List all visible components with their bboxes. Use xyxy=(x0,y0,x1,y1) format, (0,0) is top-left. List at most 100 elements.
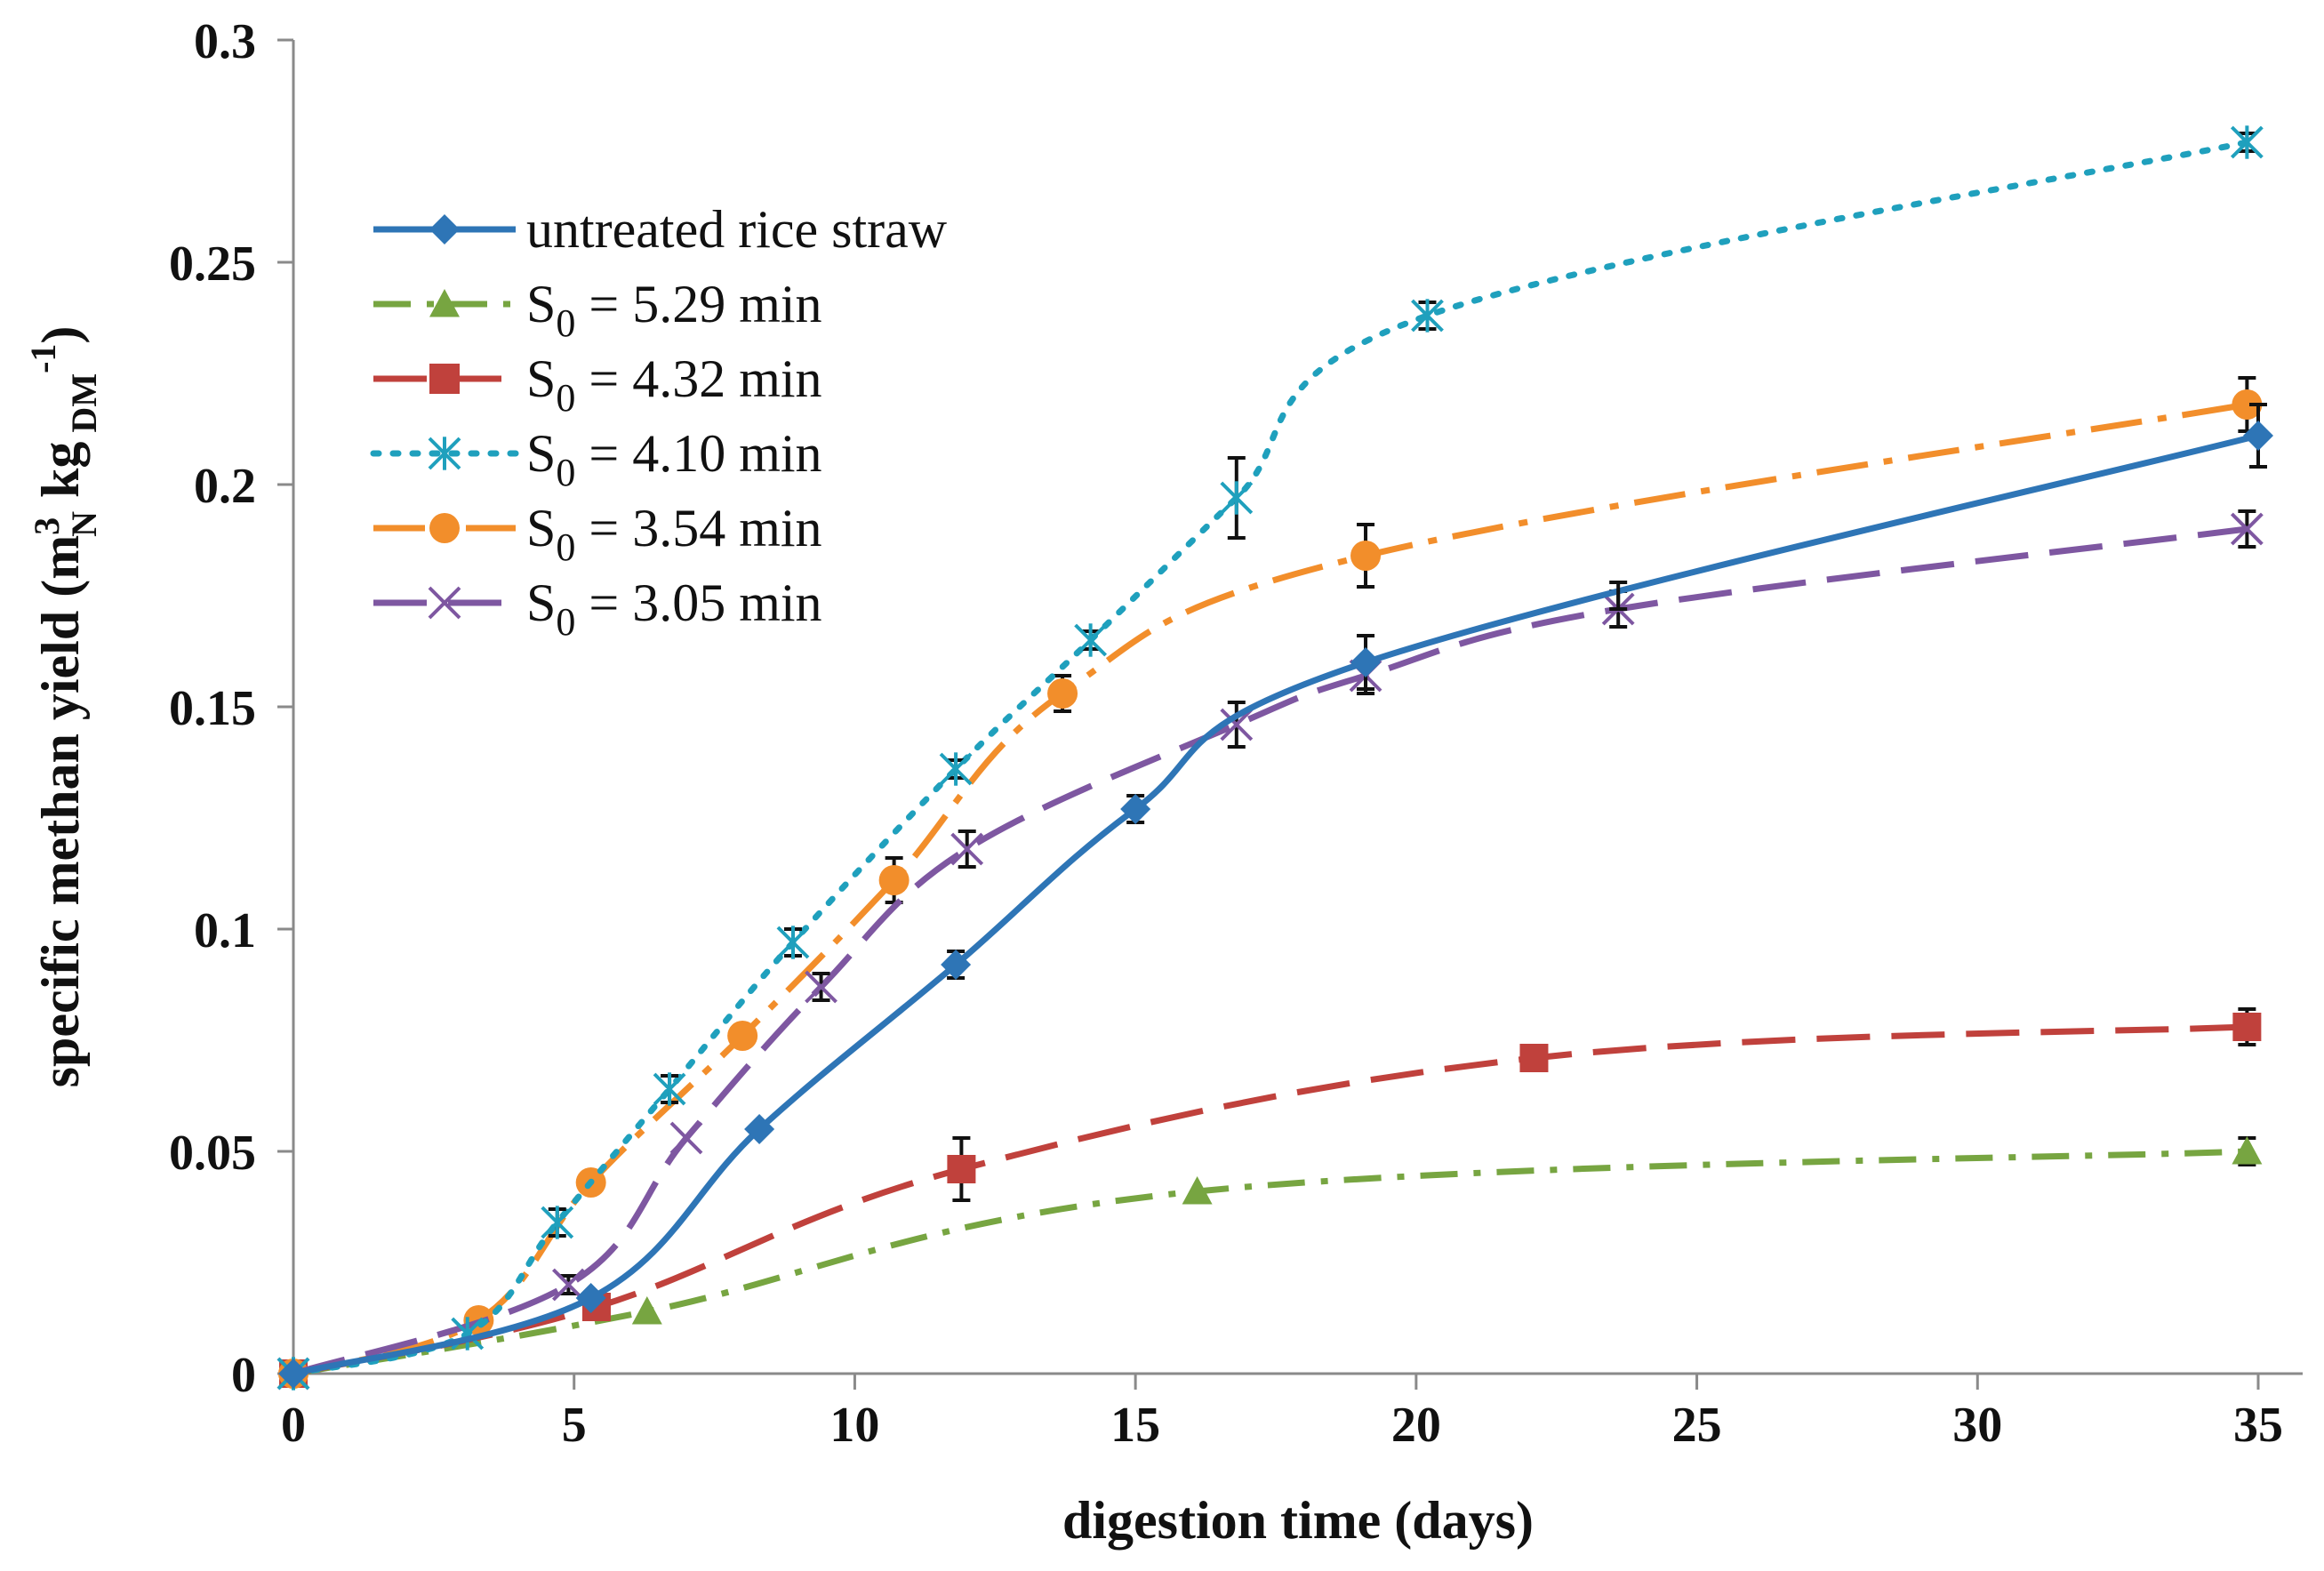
series-line xyxy=(292,525,2248,1377)
data-point-stroke xyxy=(2230,512,2264,546)
data-point xyxy=(941,950,972,980)
x-tick-label: 30 xyxy=(1952,1398,2002,1453)
legend-label-sub: 0 xyxy=(556,301,575,345)
data-point xyxy=(1220,481,1254,515)
legend-label: S0 = 4.10 min xyxy=(526,424,822,494)
legend-swatch-marker xyxy=(429,289,460,317)
legend-label: S0 = 3.05 min xyxy=(526,573,822,644)
data-point xyxy=(1519,1044,1549,1072)
y-axis-title-suffix: ) xyxy=(31,326,90,344)
data-point xyxy=(1047,678,1078,709)
data-point xyxy=(776,926,810,959)
data-point xyxy=(805,970,837,1004)
x-tick-label: 10 xyxy=(829,1398,879,1453)
y-axis-title-prefix: specific methan yield (m xyxy=(31,535,90,1088)
series-line xyxy=(290,139,2250,1377)
y-axis-title-sub2: DM xyxy=(64,373,104,442)
legend-swatch-marker xyxy=(428,437,461,470)
data-point-stroke xyxy=(551,1268,585,1302)
legend-swatch-marker xyxy=(429,214,460,244)
data-point xyxy=(1220,708,1254,741)
data-point xyxy=(2232,389,2263,420)
x-tick-label: 35 xyxy=(2233,1398,2283,1453)
x-axis-title-text: digestion time (days) xyxy=(1062,1491,1534,1550)
y-tick-label: 0.15 xyxy=(169,681,256,736)
data-point-stroke xyxy=(950,832,984,866)
y-tick-label: 0 xyxy=(231,1348,256,1403)
data-point xyxy=(2230,512,2264,546)
legend-item: S0 = 4.32 min xyxy=(373,349,822,420)
data-point xyxy=(541,1206,574,1239)
data-point xyxy=(947,1155,976,1183)
data-point-stroke xyxy=(805,970,837,1004)
y-tick-label: 0.25 xyxy=(169,236,256,292)
series-line xyxy=(293,401,2248,1377)
legend-label-sub: 0 xyxy=(556,451,575,494)
legend-label: untreated rice straw xyxy=(526,200,948,259)
legend-label: S0 = 3.54 min xyxy=(526,499,822,569)
series-3 xyxy=(276,125,2264,1391)
data-point xyxy=(2232,1013,2262,1041)
series-line xyxy=(293,1148,2248,1377)
legend-label-main: S xyxy=(526,573,556,632)
legend-label-rest: = 4.10 min xyxy=(575,424,821,483)
x-tick-label: 15 xyxy=(1110,1398,1160,1453)
data-point xyxy=(278,1359,309,1389)
legend-item: S0 = 3.05 min xyxy=(373,573,822,644)
data-point xyxy=(653,1072,686,1106)
legend-label-main: S xyxy=(526,275,556,333)
data-point xyxy=(727,1021,758,1051)
legend-label-main: S xyxy=(526,349,556,408)
data-point xyxy=(1074,623,1108,657)
data-point xyxy=(939,752,973,786)
y-axis-title-sup2: -1 xyxy=(23,344,63,373)
legend-item: S0 = 3.54 min xyxy=(373,499,822,569)
data-point xyxy=(1120,794,1151,824)
legend-label: S0 = 4.32 min xyxy=(526,349,822,420)
y-tick-label: 0.05 xyxy=(169,1126,256,1181)
y-axis-title-mid: kg xyxy=(31,442,90,511)
legend-label-rest: = 4.32 min xyxy=(575,349,821,408)
y-tick-label: 0.2 xyxy=(194,459,256,514)
data-point xyxy=(1350,541,1382,571)
data-point xyxy=(950,832,984,866)
legend-item: S0 = 4.10 min xyxy=(370,424,822,494)
legend-label-main: S xyxy=(526,424,556,483)
legend-label-rest: = 5.29 min xyxy=(575,275,821,333)
data-point xyxy=(878,865,910,895)
y-tick-label: 0.3 xyxy=(194,14,256,69)
legend-swatch-marker xyxy=(429,364,460,394)
series-4 xyxy=(278,376,2263,1389)
legend-label-main: untreated rice straw xyxy=(526,200,948,259)
y-axis-title-sub1: N xyxy=(64,511,104,537)
legend-label-rest: = 3.05 min xyxy=(575,573,821,632)
legend-item: S0 = 5.29 min xyxy=(373,275,822,345)
legend-swatch-marker xyxy=(429,513,460,543)
series-layer xyxy=(276,125,2273,1391)
data-point xyxy=(2230,125,2264,159)
data-point-stroke xyxy=(669,1121,703,1155)
x-ticks: 0 5 10 15 20 25 30 35 xyxy=(281,1374,2283,1453)
legend-label-sub: 0 xyxy=(556,376,575,420)
data-point xyxy=(631,1296,662,1325)
data-point xyxy=(551,1268,585,1302)
legend-swatch-marker xyxy=(428,586,461,620)
legend-label-rest: = 3.54 min xyxy=(575,499,821,557)
data-point-stroke xyxy=(1220,708,1254,741)
x-tick-label: 25 xyxy=(1672,1398,1722,1453)
legend-swatch-marker-stroke xyxy=(428,586,461,620)
legend-label-sub: 0 xyxy=(556,525,575,569)
legend-item: untreated rice straw xyxy=(373,200,948,259)
x-tick-label: 5 xyxy=(562,1398,587,1453)
y-tick-label: 0.1 xyxy=(194,903,256,958)
data-point xyxy=(1411,299,1444,333)
x-axis-title: digestion time (days) xyxy=(1062,1491,1534,1550)
series-0 xyxy=(278,403,2273,1389)
data-point xyxy=(2243,421,2273,451)
data-point xyxy=(575,1283,606,1313)
legend-label-main: S xyxy=(526,499,556,557)
data-point xyxy=(2232,1136,2263,1165)
data-point xyxy=(744,1114,775,1144)
